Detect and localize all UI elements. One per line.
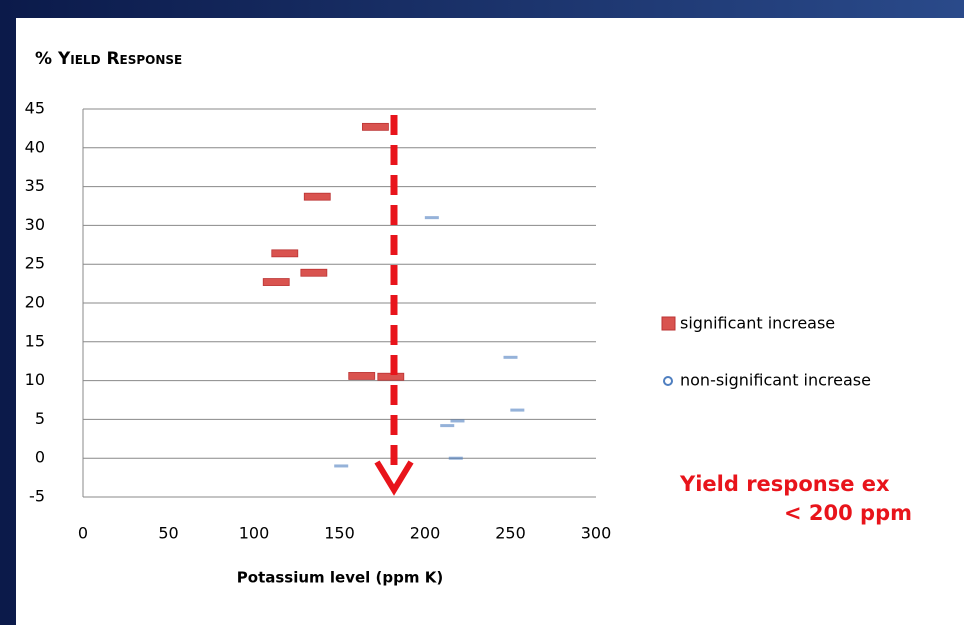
- y-tick-label: 20: [25, 293, 45, 312]
- x-tick-label: 100: [239, 524, 270, 543]
- point: [503, 355, 518, 359]
- plot: -5 0 5 10 15 20 25 30 35 40 45 0 50 100 150 200 250 300 si…: [25, 99, 871, 543]
- slide-body: [16, 18, 964, 625]
- y-tick-label: 0: [35, 448, 45, 467]
- point: [334, 464, 349, 468]
- y-tick-label: 35: [25, 176, 45, 195]
- x-tick-label: 0: [78, 524, 88, 543]
- x-axis-title: Potassium level (ppm K): [237, 569, 443, 587]
- y-tick-label: 40: [25, 137, 45, 156]
- y-tick-label: -5: [29, 487, 45, 506]
- x-tick-label: 250: [495, 524, 526, 543]
- legend-label: non-significant increase: [680, 371, 871, 390]
- x-tick-label: 300: [581, 524, 612, 543]
- y-tick-label: 15: [25, 331, 45, 350]
- chart-title: % Yield Response: [35, 49, 182, 69]
- annotation: Yield response ex: [679, 472, 890, 496]
- point: [362, 122, 389, 131]
- point: [271, 249, 299, 258]
- legend-marker: [661, 316, 676, 331]
- y-tick-label: 5: [35, 409, 45, 428]
- point: [300, 268, 328, 277]
- threshold-arrow: [374, 115, 414, 496]
- point: [424, 216, 439, 220]
- annotation: < 200 ppm: [784, 501, 912, 525]
- y-tick-label: 25: [25, 254, 45, 273]
- x-tick-label: 50: [158, 524, 178, 543]
- legend-label: significant increase: [680, 314, 835, 333]
- point: [440, 424, 455, 428]
- x-tick-label: 200: [410, 524, 441, 543]
- point: [510, 408, 525, 412]
- point: [448, 456, 463, 460]
- x-tick-label: 150: [324, 524, 355, 543]
- y-tick-label: 10: [25, 370, 45, 389]
- legend-marker: [663, 376, 673, 386]
- y-tick-label: 45: [25, 99, 45, 118]
- point: [348, 372, 376, 380]
- point: [450, 419, 465, 423]
- point: [262, 278, 290, 286]
- point: [303, 192, 331, 201]
- y-tick-label: 30: [25, 215, 45, 234]
